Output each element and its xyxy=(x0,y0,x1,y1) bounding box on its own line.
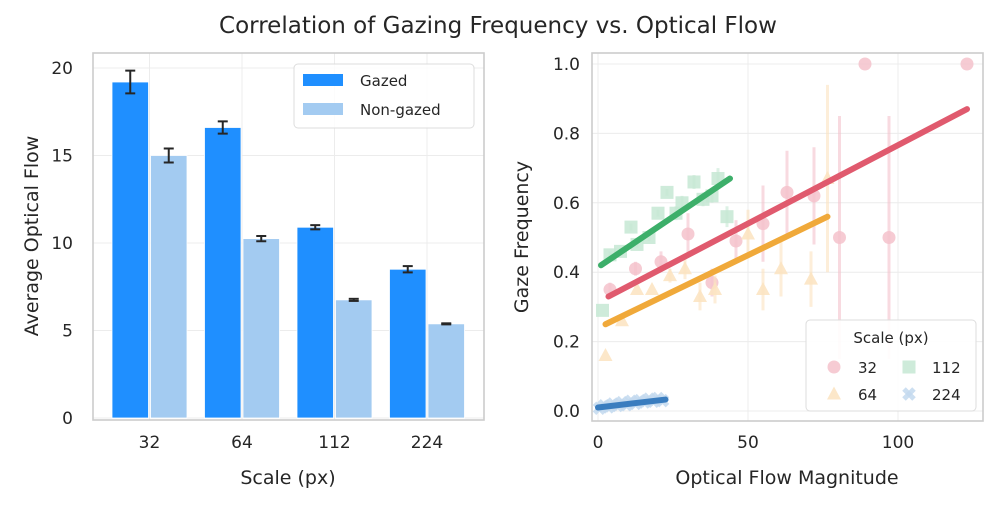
marker-stroke xyxy=(902,387,916,401)
legend-swatch-non-gazed xyxy=(303,103,343,115)
legend-label: Gazed xyxy=(360,72,407,90)
y-axis-label: Gaze Frequency xyxy=(511,161,533,313)
legend-label: 112 xyxy=(932,359,961,377)
point-32 xyxy=(960,57,974,71)
point-112 xyxy=(651,206,665,220)
x-axis-label: Optical Flow Magnitude xyxy=(675,467,898,489)
point-32 xyxy=(729,234,743,248)
x-tick-label: 0 xyxy=(593,433,604,453)
x-tick-label: 224 xyxy=(411,433,443,453)
y-tick-label: 15 xyxy=(51,147,73,167)
point-64 xyxy=(615,313,629,327)
error-bar xyxy=(310,224,321,231)
figure-title: Correlation of Gazing Frequency vs. Opti… xyxy=(219,13,777,39)
bar-gazed-64 xyxy=(204,127,242,419)
legend-marker-112 xyxy=(902,360,916,374)
legend-label: 224 xyxy=(932,386,961,404)
point-64 xyxy=(630,282,644,296)
point-64 xyxy=(693,288,707,302)
point-64 xyxy=(756,282,770,296)
point-64 xyxy=(598,347,613,361)
fit-line-32 xyxy=(605,106,970,300)
y-tick-label: 0.8 xyxy=(553,124,580,144)
legend-title: Scale (px) xyxy=(853,329,928,347)
y-tick-label: 20 xyxy=(51,59,73,79)
legend: Scale (px) 32 112 64 224 xyxy=(805,319,977,412)
error-bar xyxy=(348,297,359,302)
x-axis-label: Scale (px) xyxy=(240,467,335,489)
legend: Gazed Non-gazed xyxy=(293,63,475,129)
point-32 xyxy=(833,231,846,244)
point-32 xyxy=(681,227,695,241)
error-bar xyxy=(217,120,228,135)
legend-label: Non-gazed xyxy=(360,101,441,119)
x-tick-label: 64 xyxy=(231,433,253,453)
point-112 xyxy=(596,303,609,317)
point-64 xyxy=(708,282,722,296)
legend-box xyxy=(805,319,977,412)
bar-non-gazed-64 xyxy=(242,238,280,419)
point-112 xyxy=(687,175,701,189)
bar-non-gazed-224 xyxy=(427,323,465,419)
point-32 xyxy=(858,57,872,71)
error-bar xyxy=(402,265,413,274)
plot-frame xyxy=(92,52,485,421)
x-tick-label: 32 xyxy=(139,433,161,453)
point-64 xyxy=(804,271,818,285)
y-tick-label: 0.0 xyxy=(553,402,580,422)
bar-non-gazed-32 xyxy=(150,155,188,419)
y-tick-label: 1.0 xyxy=(553,55,580,75)
y-tick-label: 10 xyxy=(51,234,73,254)
error-bar xyxy=(441,322,452,326)
y-tick-label: 0.6 xyxy=(553,194,580,214)
fit-line-64 xyxy=(602,213,831,328)
y-tick-label: 0 xyxy=(62,409,73,429)
point-64 xyxy=(774,261,788,275)
error-bar xyxy=(125,69,136,95)
legend-marker-224 xyxy=(902,387,916,401)
y-tick-label: 0.4 xyxy=(553,263,580,283)
legend-label: 64 xyxy=(858,386,877,404)
x-tick-label: 50 xyxy=(737,433,759,453)
point-112 xyxy=(720,210,734,224)
point-32 xyxy=(780,185,794,199)
error-bar xyxy=(256,235,267,243)
x-tick-label: 100 xyxy=(882,433,914,453)
point-112 xyxy=(624,220,638,234)
point-32 xyxy=(629,262,642,276)
y-axis-label: Average Optical Flow xyxy=(21,136,43,337)
bar-gazed-32 xyxy=(111,81,149,419)
point-112 xyxy=(660,185,674,199)
legend-swatch-gazed xyxy=(303,74,343,86)
scatter-chart: 0.0 0.2 0.4 0.6 0.8 1.0 0 50 100 Optical Flow Mag… xyxy=(511,52,984,489)
legend-marker-64 xyxy=(827,386,841,400)
y-tick-label: 0.2 xyxy=(553,333,580,353)
legend-marker-32 xyxy=(827,360,841,374)
point-64 xyxy=(663,268,677,282)
bar-chart: 0 5 10 15 20 32 64 112 224 Scale (px) Average Opti… xyxy=(21,52,485,489)
error-bar xyxy=(163,147,174,164)
bar-non-gazed-112 xyxy=(335,299,373,419)
point-64 xyxy=(645,282,659,296)
y-tick-label: 5 xyxy=(62,322,73,342)
point-64 xyxy=(741,226,755,240)
fit-line-112 xyxy=(598,175,733,269)
plot-frame xyxy=(591,52,984,422)
point-32 xyxy=(882,231,896,244)
x-tick-label: 112 xyxy=(318,433,350,453)
legend-label: 32 xyxy=(858,359,877,377)
fit-line-224 xyxy=(595,396,669,411)
bar-gazed-224 xyxy=(389,268,427,419)
bar-gazed-112 xyxy=(296,226,334,419)
point-64 xyxy=(678,261,692,275)
series-64 xyxy=(598,84,835,361)
